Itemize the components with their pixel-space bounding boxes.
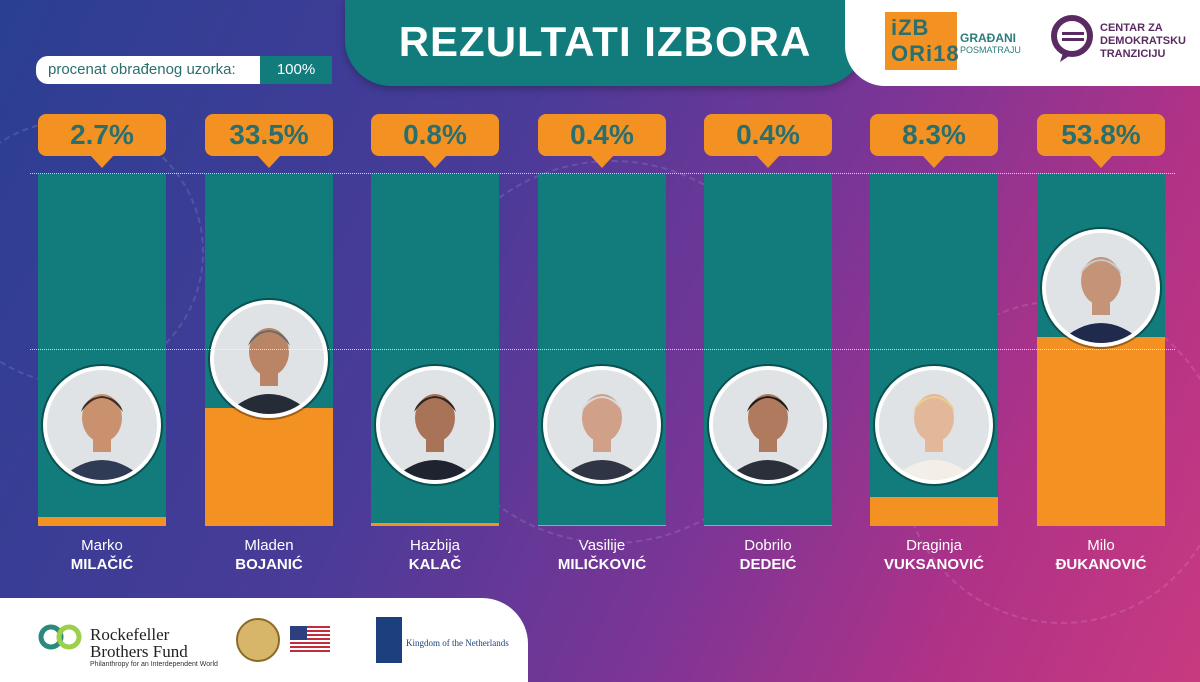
candidate-first-name: Milo bbox=[1087, 537, 1115, 554]
candidate-last-name: KALAČ bbox=[408, 556, 462, 573]
sample-label: procenat obrađenog uzorka: bbox=[48, 61, 236, 78]
guide-line-mid bbox=[30, 349, 1175, 350]
candidate-name: Hazbija KALAČ bbox=[371, 536, 499, 574]
cdt-line1: CENTAR ZA bbox=[1100, 22, 1163, 34]
bar-fill bbox=[1037, 336, 1165, 526]
bar-column bbox=[205, 174, 333, 526]
netherlands-crest-icon bbox=[376, 617, 402, 663]
percent-value: 0.4% bbox=[570, 119, 634, 150]
rbf-name-line1: Rockefeller bbox=[90, 625, 170, 644]
percent-value: 33.5% bbox=[229, 119, 309, 150]
percent-pointer bbox=[1089, 155, 1113, 168]
guide-line-top bbox=[30, 173, 1175, 174]
bar-fill bbox=[38, 516, 166, 526]
sample-value: 100% bbox=[260, 56, 332, 84]
percent-label: 33.5% bbox=[205, 114, 333, 168]
percent-pointer bbox=[257, 155, 281, 168]
bar-fill bbox=[870, 496, 998, 526]
cdt-line2: DEMOKRATSKU bbox=[1100, 35, 1186, 47]
izbori-logo: iZB ORi18 bbox=[885, 12, 960, 70]
percent-value: 0.8% bbox=[403, 119, 467, 150]
percent-label: 2.7% bbox=[38, 114, 166, 168]
page-title: REZULTATI IZBORA bbox=[398, 18, 812, 65]
netherlands-label: Kingdom of the Netherlands bbox=[406, 638, 509, 648]
candidate-photo bbox=[210, 300, 328, 419]
candidate-first-name: Dobrilo bbox=[744, 537, 792, 554]
bar-fill bbox=[371, 523, 499, 526]
candidate-name: Vasilije MILIČKOVIĆ bbox=[538, 536, 666, 574]
bar-column bbox=[1037, 174, 1165, 526]
rbf-tagline: Philanthropy for an Interdependent World bbox=[90, 661, 218, 668]
percent-label: 0.4% bbox=[704, 114, 832, 168]
izbori-logo-line1: iZB bbox=[891, 15, 930, 40]
title-banner: REZULTATI IZBORA bbox=[345, 0, 865, 86]
cdt-logo-text: CENTAR ZA DEMOKRATSKU TRANZICIJU bbox=[1100, 22, 1186, 61]
rbf-name: Rockefeller Brothers Fund bbox=[90, 626, 188, 660]
candidate-photo bbox=[709, 366, 827, 484]
candidate-photo bbox=[543, 366, 661, 484]
candidate-last-name: BOJANIĆ bbox=[235, 556, 303, 573]
izbori-sub-line1: GRAĐANI bbox=[960, 31, 1016, 45]
bar-fill bbox=[704, 524, 832, 526]
candidate-last-name: ĐUKANOVIĆ bbox=[1055, 556, 1147, 573]
candidate-first-name: Mladen bbox=[244, 537, 294, 554]
rbf-name-line2: Brothers Fund bbox=[90, 642, 188, 661]
bar-fill bbox=[205, 408, 333, 526]
candidate-last-name: VUKSANOVIĆ bbox=[883, 556, 984, 573]
percent-pointer bbox=[590, 155, 614, 168]
izbori-sub-line2: POSMATRAJU bbox=[960, 45, 1021, 55]
candidate-first-name: Vasilije bbox=[578, 537, 626, 554]
candidate-name: Dobrilo DEDEIĆ bbox=[704, 536, 832, 574]
percent-label: 0.4% bbox=[538, 114, 666, 168]
candidate-first-name: Draginja bbox=[906, 537, 962, 554]
candidate-photo bbox=[1042, 228, 1160, 347]
embassy-seal-icon bbox=[236, 618, 280, 662]
rbf-logo-icon bbox=[38, 624, 82, 650]
us-flag-icon bbox=[290, 626, 330, 652]
percent-label: 8.3% bbox=[870, 114, 998, 168]
candidate-name: Draginja VUKSANOVIĆ bbox=[870, 536, 998, 574]
candidate-name: Marko MILAČIĆ bbox=[38, 536, 166, 574]
cdt-line3: TRANZICIJU bbox=[1100, 48, 1166, 60]
candidate-first-name: Hazbija bbox=[409, 537, 461, 554]
candidate-last-name: MILIČKOVIĆ bbox=[557, 556, 647, 573]
percent-label: 0.8% bbox=[371, 114, 499, 168]
izbori-subtitle: GRAĐANI POSMATRAJU bbox=[960, 32, 1021, 56]
percent-pointer bbox=[922, 155, 946, 168]
percent-value: 2.7% bbox=[70, 119, 134, 150]
candidate-photo bbox=[376, 366, 494, 484]
candidate-photo bbox=[43, 366, 161, 484]
sample-indicator: procenat obrađenog uzorka: 100% bbox=[36, 56, 332, 84]
percent-value: 53.8% bbox=[1061, 119, 1141, 150]
percent-label: 53.8% bbox=[1037, 114, 1165, 168]
bar-column bbox=[870, 174, 998, 526]
percent-value: 0.4% bbox=[736, 119, 800, 150]
candidate-last-name: MILAČIĆ bbox=[70, 556, 134, 573]
bar-fill bbox=[538, 524, 666, 526]
candidate-name: Milo ĐUKANOVIĆ bbox=[1037, 536, 1165, 574]
percent-value: 8.3% bbox=[902, 119, 966, 150]
percent-pointer bbox=[756, 155, 780, 168]
candidate-first-name: Marko bbox=[81, 537, 123, 554]
percent-pointer bbox=[90, 155, 114, 168]
candidate-last-name: DEDEIĆ bbox=[739, 556, 797, 573]
cdt-logo-icon bbox=[1051, 15, 1093, 62]
candidate-photo bbox=[875, 366, 993, 484]
percent-pointer bbox=[423, 155, 447, 168]
candidate-name: Mladen BOJANIĆ bbox=[205, 536, 333, 574]
izbori-logo-line2: ORi18 bbox=[891, 41, 960, 66]
